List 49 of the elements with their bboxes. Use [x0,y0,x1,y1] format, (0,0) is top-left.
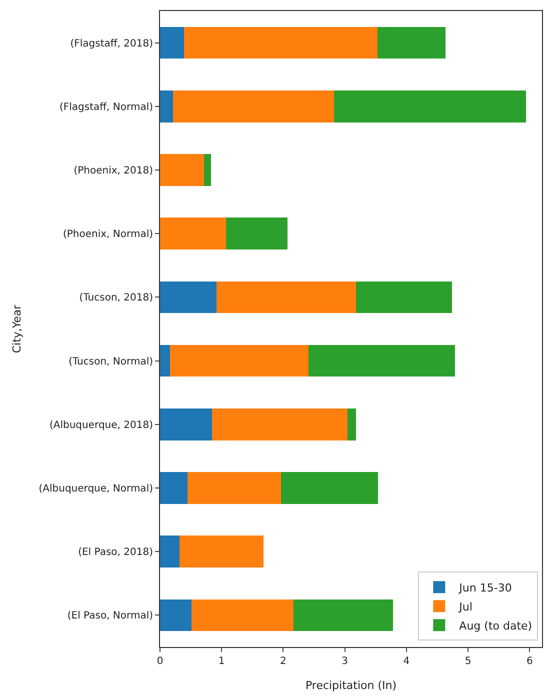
y-tick-label: (Flagstaff, Normal) [60,102,154,113]
bar [280,472,378,504]
bar [160,344,170,377]
x-tick-label: 1 [218,656,225,667]
y-tick-label: (Phoenix, 2018) [74,166,154,176]
x-tick-label: 6 [526,656,533,667]
bar [347,408,356,440]
x-axis-title: Precipitation (In) [305,679,397,692]
bar [308,344,456,377]
bar [160,472,188,504]
bar [356,281,452,314]
bar [191,599,294,632]
x-tick-label: 3 [342,656,348,667]
bar [212,408,348,440]
bar [160,26,184,59]
y-tick-label: (Albuquerque, Normal) [38,484,154,494]
bar [188,472,281,504]
bar [180,536,264,568]
bar [170,344,308,377]
bar [160,218,226,250]
y-tick-label: (Tucson, 2018) [79,292,154,304]
legend-label: Jul [458,600,472,614]
y-tick-label: (El Paso, 2018) [78,547,154,558]
bar [226,218,288,250]
x-tick-label: 5 [464,656,472,667]
y-axis-title: City,Year [10,304,24,354]
bar [377,26,446,59]
bar [160,599,192,632]
bar [172,90,334,122]
bar [204,154,212,186]
bar [160,281,217,314]
bar [160,90,173,122]
bar [334,90,526,122]
bar [160,536,180,568]
bar [184,26,378,59]
legend-label: Jun 15-30 [458,581,512,594]
y-tick-label: (Albuquerque, 2018) [49,420,154,431]
bar [160,154,204,186]
bar [160,408,212,440]
y-tick-label: (Tucson, Normal) [68,356,154,368]
bar [216,281,356,314]
legend-label: Aug (to date) [459,619,532,632]
x-tick-label: 0 [156,656,164,667]
y-tick-label: (Flagstaff, 2018) [70,38,154,50]
x-tick-label: 4 [403,656,410,667]
y-tick-label: (El Paso, Normal) [67,610,154,622]
bar [294,599,393,632]
y-tick-label: (Phoenix, Normal) [62,229,154,240]
x-tick-label: 2 [280,656,286,667]
